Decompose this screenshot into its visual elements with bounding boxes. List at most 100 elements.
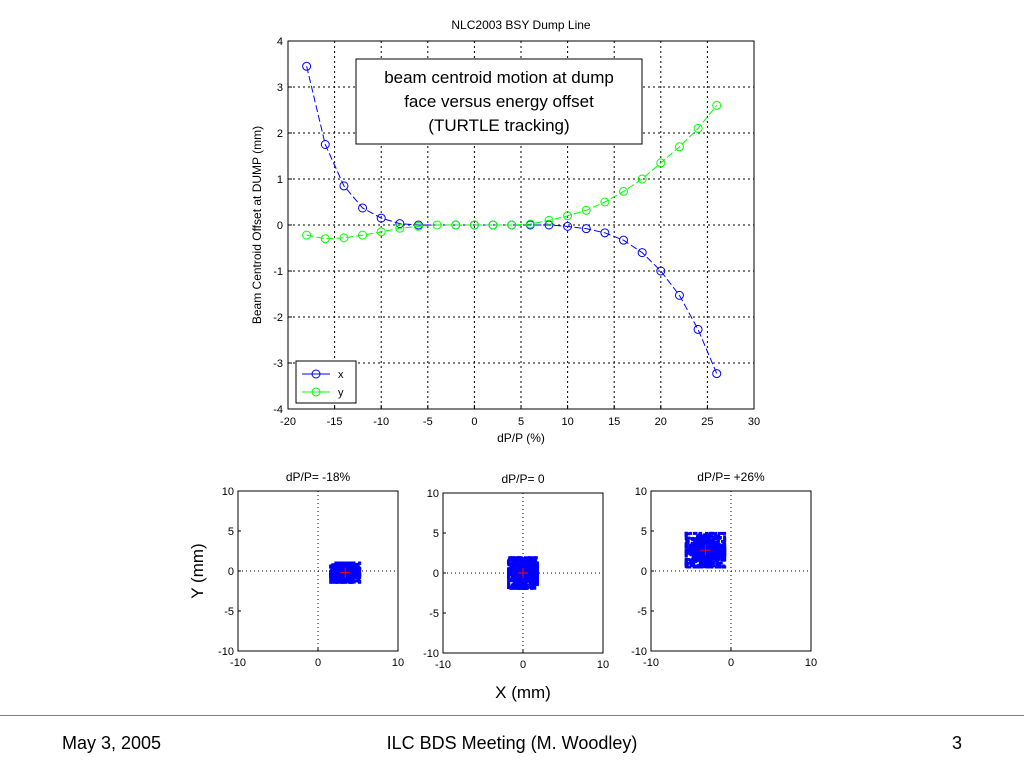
particle — [533, 585, 537, 589]
particle — [723, 546, 727, 550]
particle — [687, 565, 691, 569]
particle — [530, 556, 534, 560]
data-point-x — [712, 369, 722, 379]
particle — [516, 575, 520, 579]
particle — [529, 566, 533, 570]
particle — [718, 561, 722, 565]
x-tick-label: -20 — [280, 416, 296, 428]
particle — [706, 557, 710, 561]
particle — [332, 565, 336, 569]
particle — [717, 549, 721, 553]
scatter-panels: -10 0 10 -10 -5 0 5 10 dP/P= -18% Y (mm) -10 0 10 -10… — [188, 470, 817, 702]
particle — [686, 539, 690, 543]
particle — [723, 542, 727, 546]
particle — [717, 553, 721, 557]
legend-label-x: x — [338, 369, 344, 381]
data-point-x — [674, 290, 684, 300]
y-tick-label: 1 — [277, 174, 283, 186]
particle — [718, 536, 722, 540]
particle — [342, 561, 346, 565]
particle — [694, 559, 698, 563]
data-point-x — [358, 203, 368, 213]
particle — [352, 572, 356, 576]
particle — [704, 549, 708, 553]
particle — [535, 577, 539, 581]
particle — [521, 565, 525, 569]
data-point-x — [581, 224, 591, 234]
particle — [710, 534, 714, 538]
particle — [707, 555, 711, 559]
particle-cloud — [684, 531, 727, 569]
particle — [337, 575, 341, 579]
data-point-y — [302, 230, 312, 240]
data-point-x — [339, 181, 349, 191]
particle — [690, 541, 694, 545]
particle — [509, 567, 513, 571]
particle — [722, 552, 726, 556]
particle — [684, 563, 688, 567]
particle — [511, 576, 515, 580]
data-point-x — [637, 248, 647, 258]
particle — [358, 566, 362, 570]
particle — [525, 562, 529, 566]
particle — [512, 586, 516, 590]
particle — [701, 547, 705, 551]
particle — [688, 544, 692, 548]
particle — [706, 541, 710, 545]
particle — [526, 578, 530, 582]
particle — [712, 538, 716, 542]
particle — [716, 559, 720, 563]
main-line-chart: -20 -15 -10 -5 0 5 10 15 20 25 30-4-3-2-101234NLC2… — [250, 18, 760, 445]
x-tick-label: 30 — [748, 416, 760, 428]
particle — [529, 577, 533, 581]
particle — [695, 550, 699, 554]
particle — [713, 545, 717, 549]
particle — [702, 562, 706, 566]
particle — [693, 539, 697, 543]
y-tick-label: -3 — [273, 358, 283, 370]
particle — [701, 554, 705, 558]
particle — [358, 561, 362, 565]
y-tick-label: 10 — [427, 488, 439, 500]
particle — [684, 531, 688, 535]
particle — [532, 579, 536, 583]
particle — [524, 586, 528, 590]
particle — [530, 557, 534, 561]
particle — [507, 576, 511, 580]
particle — [699, 558, 703, 562]
particle — [697, 565, 701, 569]
particle — [530, 559, 534, 563]
x-tick-label: -10 — [435, 659, 451, 671]
particle — [528, 575, 532, 579]
particle — [521, 579, 525, 583]
particle — [701, 558, 705, 562]
particle — [520, 562, 524, 566]
particle — [347, 569, 351, 573]
particle — [689, 558, 693, 562]
particle — [703, 543, 707, 547]
particle — [345, 571, 349, 575]
x-tick-label: -15 — [327, 416, 343, 428]
y-tick-label: 5 — [228, 526, 234, 538]
particle — [530, 574, 534, 578]
particle — [507, 583, 511, 587]
particle — [525, 561, 529, 565]
footer-title: ILC BDS Meeting (M. Woodley) — [386, 733, 638, 753]
particle — [689, 531, 693, 535]
particle — [343, 565, 347, 569]
particle — [711, 553, 715, 557]
particle — [519, 583, 523, 587]
data-point-x — [376, 213, 386, 223]
particle — [684, 542, 688, 546]
particle — [703, 557, 707, 561]
particle — [723, 537, 727, 541]
particle — [350, 574, 354, 578]
data-point-y — [693, 123, 703, 133]
particle — [706, 539, 710, 543]
particle — [509, 556, 513, 560]
particle — [684, 554, 688, 558]
particle — [356, 572, 360, 576]
particle — [339, 569, 343, 573]
particle — [522, 558, 526, 562]
particle — [692, 555, 696, 559]
